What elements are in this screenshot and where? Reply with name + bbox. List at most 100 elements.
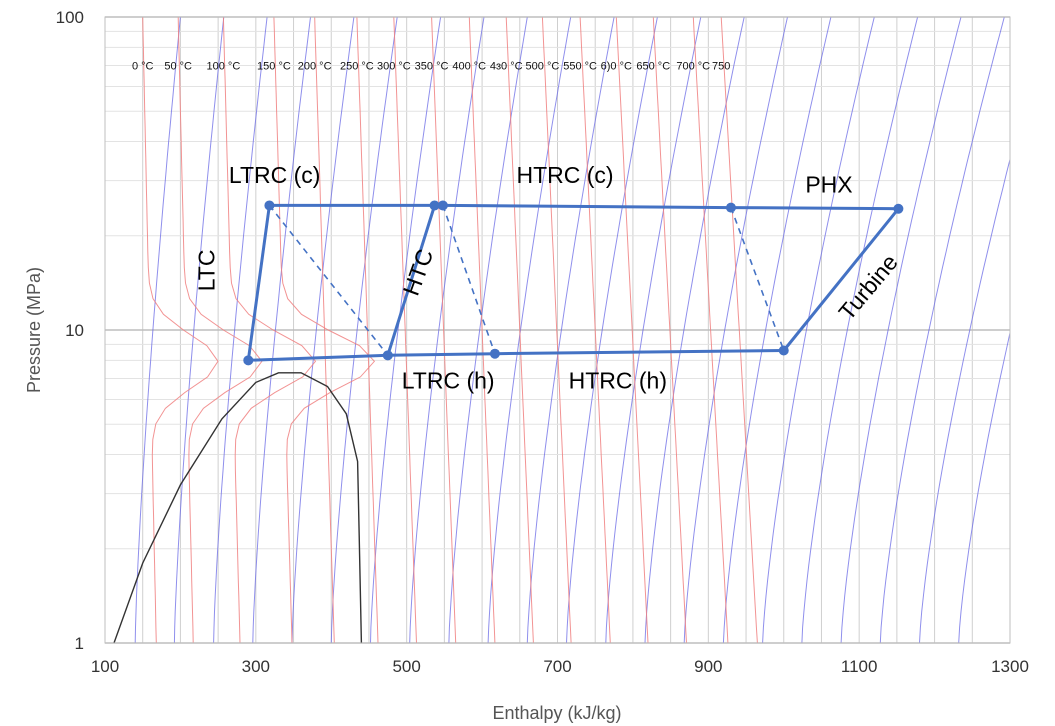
process-label: LTC <box>193 250 219 292</box>
isotherm-curve <box>177 17 263 643</box>
cycle-process-line <box>386 204 437 356</box>
cycle-process-line <box>442 203 732 210</box>
cycle-process-line <box>730 206 899 211</box>
grid-lines <box>105 16 1010 644</box>
saturation-dome <box>113 372 363 643</box>
isotherm-label: 400 °C <box>452 60 486 72</box>
isotherm-label: 150 °C <box>257 60 291 72</box>
isotherm-curve <box>579 17 611 643</box>
isotherm-curve <box>615 17 649 643</box>
chart-background-curves <box>113 17 1010 643</box>
isentrope-curve <box>958 330 1010 643</box>
recuperator-dashed-line <box>442 205 496 354</box>
isotherm-curve <box>541 17 572 643</box>
isotherm-curve <box>652 17 687 643</box>
isotherm-label: 200 °C <box>298 60 332 72</box>
isotherm-curve <box>314 17 335 643</box>
isentrope-curve <box>252 17 311 643</box>
isentrope-curve <box>879 17 1005 643</box>
cycle-series <box>246 203 900 362</box>
cycle-state-point <box>778 345 789 356</box>
cycle-state-point <box>382 350 393 361</box>
cycle-state-point <box>243 355 254 366</box>
recuperator-dashed-line <box>268 204 389 356</box>
isentrope-curve <box>526 17 615 643</box>
isotherm-curve <box>692 17 729 643</box>
isentrope-curve <box>840 17 962 643</box>
isentrope-curve <box>370 17 442 643</box>
cycle-state-point <box>264 200 275 211</box>
isotherm-label: 6)0 °C <box>601 60 632 72</box>
cycle-process-line <box>246 205 271 361</box>
isentrope-curve <box>213 17 268 643</box>
isentrope-curve <box>566 17 658 643</box>
x-tick-label: 1100 <box>841 657 878 676</box>
isotherm-label: 100 °C <box>207 60 241 72</box>
y-tick-label: 100 <box>56 8 84 27</box>
isotherm-labels: 0 °C 50 °C 100 °C 150 °C 200 °C 250 °C 300 °C 3… <box>132 60 730 72</box>
isentrope-curve <box>762 17 875 643</box>
isentrope-curve <box>683 17 788 643</box>
isotherm-curve <box>505 17 534 643</box>
process-label: HTRC (c) <box>516 162 613 188</box>
isotherm-curve <box>468 17 496 643</box>
isentrope-curve <box>134 17 181 643</box>
process-label: PHX <box>805 171 852 197</box>
plot-frame <box>104 16 1011 644</box>
cycle-process-line <box>248 352 495 362</box>
x-tick-label: 700 <box>543 657 571 676</box>
y-tick-label: 1 <box>75 634 84 653</box>
isotherm-curve <box>222 17 317 643</box>
isentrope-curve <box>487 17 572 643</box>
x-tick-label: 300 <box>242 657 270 676</box>
cycle-process-line <box>494 349 784 356</box>
y-tick-label: 10 <box>65 321 84 340</box>
isentrope-curve <box>722 17 832 643</box>
isotherm-label: 4ɜ0 °C <box>490 60 523 72</box>
isotherm-label: 250 °C <box>340 60 374 72</box>
isentrope-curve <box>801 17 919 643</box>
isotherm-label: 50 °C <box>164 60 192 72</box>
cycle-process-line <box>782 207 900 352</box>
isentrope-curve <box>644 17 745 643</box>
x-tick-labels: 100 300 500 700 900 1100 1300 <box>91 657 1029 676</box>
isotherm-curve <box>431 17 457 643</box>
y-axis-title: Pressure (MPa) <box>24 267 44 393</box>
isentrope-curve <box>448 17 528 643</box>
isotherm-curve <box>393 17 417 643</box>
process-label: HTC <box>398 245 439 298</box>
y-tick-labels: 1 10 100 <box>56 8 84 653</box>
isotherm-curve <box>273 17 376 643</box>
x-tick-label: 900 <box>694 657 722 676</box>
cycle-state-point <box>429 200 440 211</box>
isentrope-curve <box>291 17 355 643</box>
cycle-state-point <box>489 348 500 359</box>
process-label: HTRC (h) <box>569 368 667 394</box>
isotherm-curve <box>720 17 758 643</box>
x-tick-label: 100 <box>91 657 119 676</box>
isotherm-label: 700 °C <box>676 60 710 72</box>
isotherm-label: 650 °C <box>636 60 670 72</box>
x-tick-label: 1300 <box>991 657 1029 676</box>
isentrope-curve <box>173 17 225 643</box>
isotherm-label: 350 °C <box>415 60 449 72</box>
isotherm-label: 500 °C <box>526 60 560 72</box>
recuperator-dashed-line <box>730 207 785 351</box>
cycle-state-point <box>893 203 904 214</box>
process-label: LTRC (c) <box>229 162 321 188</box>
isotherm-label: 300 °C <box>377 60 411 72</box>
process-label: Turbine <box>833 249 903 325</box>
cycle-state-points <box>243 200 904 366</box>
x-tick-label: 500 <box>392 657 420 676</box>
isentrope-curve <box>409 17 485 643</box>
isentrope-curve <box>605 17 702 643</box>
isotherm-label: 0 °C <box>132 60 154 72</box>
isotherm-label: 550 °C <box>563 60 597 72</box>
isentrope-curve <box>330 17 398 643</box>
x-axis-title: Enthalpy (kJ/kg) <box>492 703 621 723</box>
isotherm-label: 750 <box>712 60 730 72</box>
isentrope-curve <box>919 157 1010 643</box>
cycle-state-point <box>437 200 448 211</box>
cycle-state-point <box>725 202 736 213</box>
